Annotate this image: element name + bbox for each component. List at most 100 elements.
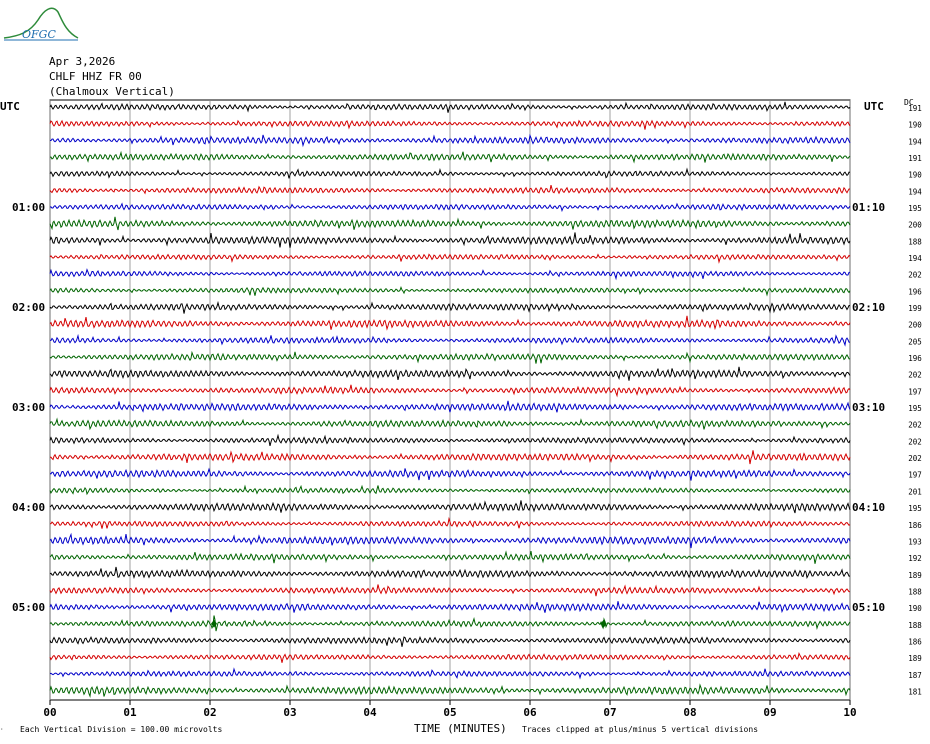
dc-offset-label: 197 bbox=[908, 387, 922, 396]
trace-row-23 bbox=[49, 484, 851, 496]
dc-offset-label: 201 bbox=[908, 487, 922, 496]
dc-offset-label: 191 bbox=[908, 104, 922, 113]
trace-row-1 bbox=[49, 119, 851, 130]
trace-row-12 bbox=[49, 300, 851, 314]
dc-offset-label: 200 bbox=[908, 321, 922, 330]
trace-row-33 bbox=[49, 652, 851, 663]
trace-row-14 bbox=[50, 333, 851, 347]
trace-row-17 bbox=[49, 384, 851, 398]
logo-text: OFGC bbox=[22, 28, 56, 41]
dc-offset-label: 186 bbox=[908, 521, 922, 530]
trace-row-8 bbox=[49, 232, 851, 248]
trace-row-7 bbox=[49, 216, 851, 231]
x-tick-label: 10 bbox=[843, 706, 856, 719]
x-tick-label: 07 bbox=[603, 706, 616, 719]
trace-row-16 bbox=[49, 366, 851, 381]
trace-row-22 bbox=[49, 467, 851, 481]
trace-row-25 bbox=[49, 516, 851, 529]
left-time-label: 01:00 bbox=[12, 201, 45, 214]
right-time-label: 04:10 bbox=[852, 501, 885, 514]
x-tick-label: 08 bbox=[683, 706, 696, 719]
utc-right-label: UTC bbox=[864, 100, 884, 113]
trace-row-6 bbox=[49, 202, 851, 213]
x-tick-label: 01 bbox=[123, 706, 137, 719]
dc-offset-label: 188 bbox=[908, 237, 922, 246]
trace-row-5 bbox=[49, 184, 850, 195]
trace-row-20 bbox=[49, 433, 851, 447]
dc-offset-label: 195 bbox=[908, 404, 922, 413]
dc-offset-label: 195 bbox=[908, 204, 922, 213]
trace-row-13 bbox=[49, 315, 851, 331]
trace-row-32 bbox=[49, 635, 851, 647]
dc-offset-label: 190 bbox=[908, 121, 922, 130]
spike-event bbox=[211, 619, 217, 628]
dc-offset-label: 194 bbox=[908, 137, 922, 146]
x-tick-label: 03 bbox=[283, 706, 296, 719]
dc-offset-label: 188 bbox=[908, 587, 922, 596]
utc-left-label: UTC bbox=[0, 100, 20, 113]
right-time-label: 03:10 bbox=[852, 401, 885, 414]
dc-offset-label: 202 bbox=[908, 437, 922, 446]
x-axis-title: TIME (MINUTES) bbox=[414, 722, 507, 735]
spike-event bbox=[600, 619, 607, 628]
dc-offset-label: 196 bbox=[908, 287, 922, 296]
scale-note: Each Vertical Division = 100.00 microvol… bbox=[20, 725, 223, 734]
trace-row-27 bbox=[49, 550, 851, 564]
trace-row-19 bbox=[49, 417, 851, 431]
dc-label: DC bbox=[904, 98, 914, 107]
dc-offset-label: 190 bbox=[908, 171, 922, 180]
right-time-label: 02:10 bbox=[852, 301, 885, 314]
left-time-label: 03:00 bbox=[12, 401, 45, 414]
dc-offset-label: 189 bbox=[908, 571, 922, 580]
dc-offset-label: 189 bbox=[908, 654, 922, 663]
x-tick-label: 05 bbox=[443, 706, 456, 719]
dc-offset-label: 193 bbox=[908, 537, 922, 546]
dc-offset-label: 181 bbox=[908, 687, 922, 696]
station-label: CHLF HHZ FR 00 bbox=[49, 70, 142, 83]
x-tick-label: 04 bbox=[363, 706, 377, 719]
dc-offset-label: 191 bbox=[908, 154, 922, 163]
right-time-label: 05:10 bbox=[852, 601, 885, 614]
corner-mark: · bbox=[0, 726, 4, 733]
right-time-label: 01:10 bbox=[852, 201, 885, 214]
dc-offset-label: 195 bbox=[908, 504, 922, 513]
dc-offset-label: 188 bbox=[908, 621, 922, 630]
trace-row-10 bbox=[49, 268, 851, 281]
trace-row-21 bbox=[49, 450, 851, 465]
trace-row-29 bbox=[49, 584, 851, 597]
trace-row-34 bbox=[49, 667, 851, 680]
trace-row-3 bbox=[49, 150, 851, 164]
dc-offset-label: 202 bbox=[908, 454, 922, 463]
dc-offset-label: 200 bbox=[908, 221, 922, 230]
dc-offset-label: 199 bbox=[908, 304, 922, 313]
station-description: (Chalmoux Vertical) bbox=[49, 85, 175, 98]
x-tick-label: 00 bbox=[43, 706, 56, 719]
trace-row-2 bbox=[49, 133, 851, 148]
dc-offset-label: 187 bbox=[908, 671, 922, 680]
trace-row-24 bbox=[49, 500, 851, 514]
trace-row-4 bbox=[49, 167, 851, 179]
left-time-label: 04:00 bbox=[12, 501, 45, 514]
dc-offset-label: 205 bbox=[908, 337, 922, 346]
trace-row-11 bbox=[49, 285, 851, 297]
trace-row-30 bbox=[49, 601, 851, 614]
date-label: Apr 3,2026 bbox=[49, 55, 116, 68]
dc-offset-label: 196 bbox=[908, 354, 922, 363]
x-tick-label: 06 bbox=[523, 706, 537, 719]
left-time-label: 02:00 bbox=[12, 301, 45, 314]
trace-row-18 bbox=[49, 400, 851, 413]
ofgc-logo-icon bbox=[3, 7, 79, 41]
dc-offset-label: 190 bbox=[908, 604, 922, 613]
grid bbox=[49, 99, 851, 705]
dc-offset-label: 202 bbox=[908, 271, 922, 280]
left-time-label: 05:00 bbox=[12, 601, 45, 614]
dc-offset-label: 186 bbox=[908, 637, 922, 646]
trace-row-28 bbox=[49, 566, 850, 579]
x-tick-label: 02 bbox=[203, 706, 216, 719]
dc-offset-label: 202 bbox=[908, 371, 922, 380]
x-tick-label: 09 bbox=[763, 706, 776, 719]
dc-offset-label: 197 bbox=[908, 471, 922, 480]
trace-row-15 bbox=[49, 350, 851, 364]
